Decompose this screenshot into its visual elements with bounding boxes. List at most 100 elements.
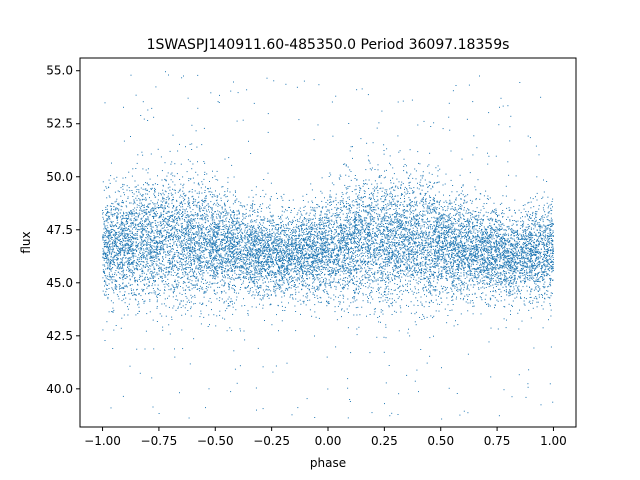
data-point xyxy=(321,258,323,260)
data-point xyxy=(289,232,291,233)
data-point xyxy=(188,230,189,231)
data-point xyxy=(467,261,469,263)
data-point xyxy=(504,260,506,262)
data-point xyxy=(446,322,448,324)
data-point xyxy=(196,215,198,217)
data-point xyxy=(505,289,507,291)
data-point xyxy=(243,298,244,300)
data-point xyxy=(291,243,293,245)
data-point xyxy=(299,243,301,245)
data-point xyxy=(121,223,123,225)
data-point xyxy=(430,257,432,258)
data-point xyxy=(360,138,362,140)
data-point xyxy=(307,262,309,264)
data-point xyxy=(217,230,219,232)
data-point xyxy=(198,257,200,258)
data-point xyxy=(131,192,133,194)
data-point xyxy=(369,216,371,218)
data-point xyxy=(317,287,319,289)
data-point xyxy=(136,238,138,240)
data-point xyxy=(523,259,525,261)
data-point xyxy=(187,216,189,218)
data-point xyxy=(527,255,529,257)
data-point xyxy=(187,242,189,244)
data-point xyxy=(375,222,377,224)
data-point xyxy=(495,210,497,211)
data-point xyxy=(212,230,214,232)
data-point xyxy=(200,288,202,290)
data-point xyxy=(156,306,158,308)
data-point xyxy=(257,258,259,259)
data-point xyxy=(435,220,437,222)
data-point xyxy=(159,295,161,296)
data-point xyxy=(133,294,135,296)
data-point xyxy=(396,200,398,202)
data-point xyxy=(236,210,238,212)
data-point xyxy=(232,306,234,308)
data-point xyxy=(533,231,535,233)
data-point xyxy=(509,280,511,281)
data-point xyxy=(128,214,130,216)
data-point xyxy=(506,319,507,321)
data-point xyxy=(395,218,397,220)
data-point xyxy=(278,283,280,285)
data-point xyxy=(169,271,171,272)
data-point xyxy=(168,266,170,268)
data-point xyxy=(172,219,174,221)
data-point xyxy=(257,256,259,258)
data-point xyxy=(308,214,310,216)
data-point xyxy=(133,220,135,222)
data-point xyxy=(543,260,545,262)
data-point xyxy=(401,259,403,261)
data-point xyxy=(215,227,217,229)
data-point xyxy=(349,225,351,227)
data-point xyxy=(376,254,378,256)
data-point xyxy=(393,271,394,273)
data-point xyxy=(406,239,408,240)
data-point xyxy=(132,209,134,211)
data-point xyxy=(268,265,270,266)
data-point xyxy=(382,209,384,211)
data-point xyxy=(429,185,431,186)
data-point xyxy=(385,294,387,296)
data-point xyxy=(427,210,429,212)
data-point xyxy=(538,235,540,237)
data-point xyxy=(421,225,423,227)
data-point xyxy=(387,209,389,211)
data-point xyxy=(426,280,428,282)
data-point xyxy=(394,217,396,219)
data-point xyxy=(270,278,272,280)
chart-title: 1SWASPJ140911.60-485350.0 Period 36097.1… xyxy=(147,37,510,53)
data-point xyxy=(383,195,385,197)
data-point xyxy=(351,278,352,280)
data-point xyxy=(463,281,465,283)
data-point xyxy=(548,285,550,287)
data-point xyxy=(145,243,147,245)
data-point xyxy=(377,270,379,272)
data-point xyxy=(522,275,524,277)
data-point xyxy=(294,282,295,283)
data-point xyxy=(127,235,129,237)
data-point xyxy=(496,261,498,263)
data-point xyxy=(307,236,309,238)
data-point xyxy=(375,249,377,251)
data-point xyxy=(476,244,478,246)
data-point xyxy=(445,288,447,290)
data-point xyxy=(174,163,176,165)
data-point xyxy=(378,226,380,228)
data-point xyxy=(333,221,335,223)
data-point xyxy=(330,174,332,176)
data-point xyxy=(187,226,189,228)
data-point xyxy=(189,264,191,266)
data-point xyxy=(352,212,354,214)
data-point xyxy=(471,259,473,261)
data-point xyxy=(112,267,114,268)
data-point xyxy=(153,208,155,210)
data-point xyxy=(297,247,299,249)
data-point xyxy=(183,239,184,241)
data-point xyxy=(367,243,368,244)
data-point xyxy=(440,249,442,251)
data-point xyxy=(201,269,203,271)
data-point xyxy=(182,208,184,210)
data-point xyxy=(247,313,249,314)
